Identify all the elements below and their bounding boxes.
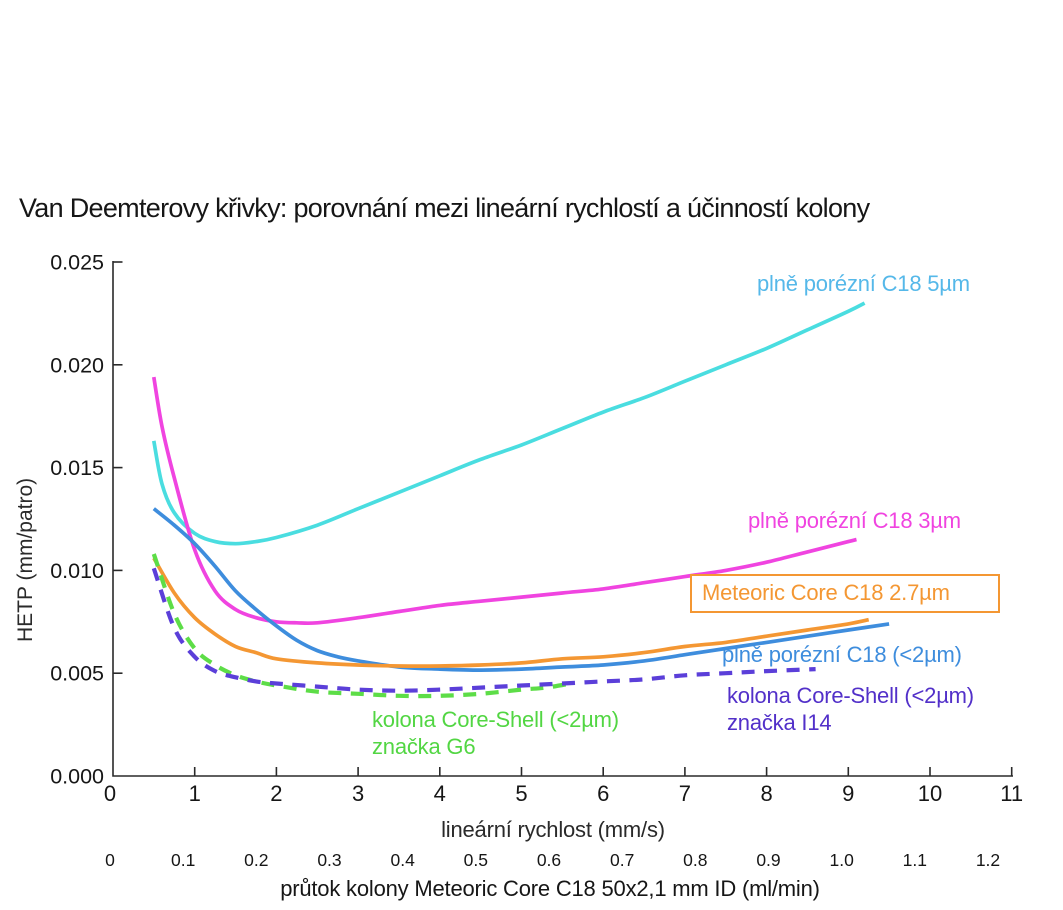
- series-label-c18-sub2um: plně porézní C18 (<2µm): [722, 642, 962, 667]
- x2-tick-label: 0: [105, 850, 115, 870]
- y-tick-label: 0.010: [50, 559, 104, 583]
- x2-tick-label: 0.1: [171, 850, 195, 870]
- x-tick-label: 1: [189, 781, 201, 806]
- curve-core-shell-sub2um-i14: [151, 567, 816, 693]
- series-label-c18-5um: plně porézní C18 5µm: [757, 271, 970, 296]
- x2-tick-label: 0.2: [244, 850, 268, 870]
- x-tick-label: 10: [918, 781, 942, 806]
- x2-tick-label: 1.1: [903, 850, 927, 870]
- y-tick-label: 0.020: [50, 353, 104, 377]
- x2-tick-label: 0.3: [317, 850, 341, 870]
- x2-tick-label: 0.6: [537, 850, 561, 870]
- x2-tick-label: 0.9: [756, 850, 780, 870]
- chart-title: Van Deemterovy křivky: porovnání mezi li…: [19, 193, 870, 223]
- x-tick-label: 5: [515, 781, 527, 806]
- x-tick-label: 4: [434, 781, 446, 806]
- x2-tick-label: 0.8: [683, 850, 707, 870]
- x2-tick-label: 1.0: [830, 850, 855, 870]
- curve-meteoric-core-c18-2-7um: [152, 557, 870, 668]
- x-tick-label: 8: [760, 781, 772, 806]
- x-axis-title: lineární rychlost (mm/s): [441, 817, 665, 842]
- x-tick-label: 2: [270, 781, 282, 806]
- curve-plne-porezni-c18-5um: [151, 301, 866, 546]
- series-label-core-shell-i14-line1: kolona Core-Shell (<2µm): [727, 683, 974, 708]
- x2-tick-label: 0.7: [610, 850, 634, 870]
- series-label-core-shell-g6: kolona Core-Shell (<2µm) značka G6: [372, 706, 619, 760]
- curve-plne-porezni-c18-3um: [151, 376, 857, 626]
- x2-axis-title: průtok kolony Meteoric Core C18 50x2,1 m…: [280, 876, 820, 901]
- series-label-meteoric-core: Meteoric Core C18 2.7µm: [690, 574, 1000, 613]
- curve-core-shell-sub2um-g6: [151, 553, 571, 699]
- series-label-meteoric-core-text: Meteoric Core C18 2.7µm: [702, 580, 950, 605]
- y-axis-title: HETP (mm/patro): [14, 477, 37, 642]
- x-tick-label: 11: [1000, 781, 1023, 806]
- y-tick-label: 0.005: [50, 662, 104, 686]
- x-tick-label: 6: [597, 781, 609, 806]
- series-label-core-shell-g6-line1: kolona Core-Shell (<2µm): [372, 707, 619, 732]
- axes-lines: [112, 261, 1013, 777]
- x2-tick-label: 1.2: [976, 850, 1000, 870]
- x-tick-label: 0: [104, 781, 116, 806]
- y-tick-label: 0.025: [50, 251, 104, 275]
- y-tick-label: 0.015: [50, 456, 104, 480]
- series-label-c18-3um: plně porézní C18 3µm: [748, 508, 961, 533]
- x-tick-label: 9: [842, 781, 854, 806]
- series-label-core-shell-i14: kolona Core-Shell (<2µm) značka I14: [727, 682, 974, 736]
- y-tick-label: 0.000: [50, 765, 104, 789]
- curve-plne-porezni-c18-sub2um: [152, 507, 890, 672]
- series-label-core-shell-i14-line2: značka I14: [727, 710, 832, 735]
- x-tick-label: 7: [679, 781, 691, 806]
- x2-tick-label: 0.5: [464, 850, 488, 870]
- x-tick-label: 3: [352, 781, 364, 806]
- series-label-core-shell-g6-line2: značka G6: [372, 734, 476, 759]
- x2-tick-label: 0.4: [391, 850, 416, 870]
